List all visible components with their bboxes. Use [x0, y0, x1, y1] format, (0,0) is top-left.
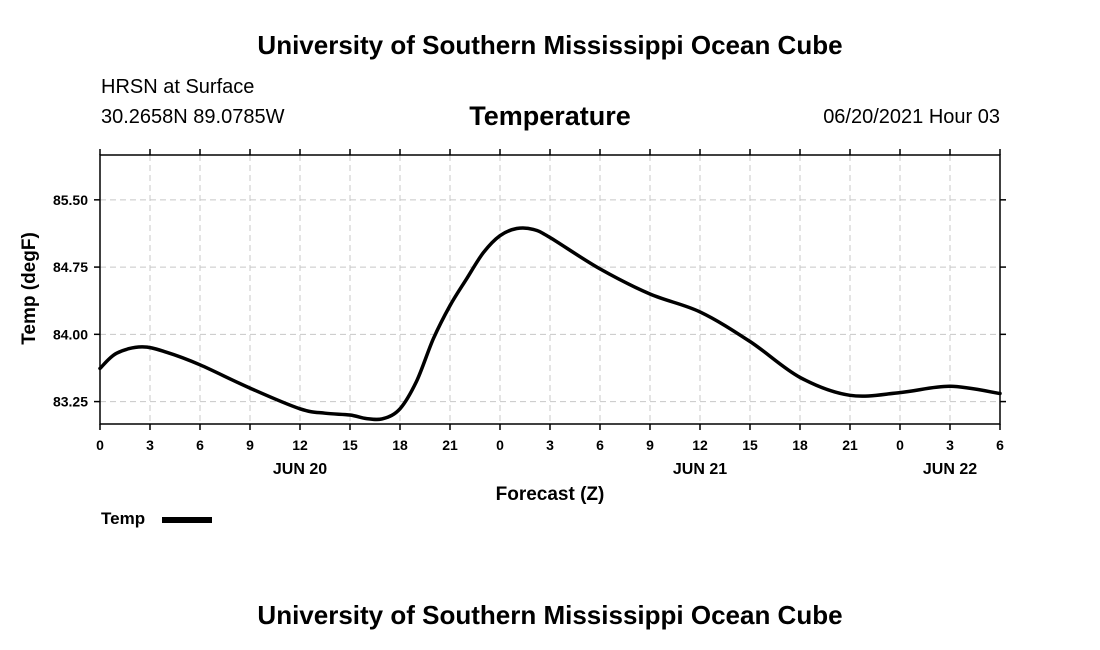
y-tick-label: 85.50: [53, 192, 88, 208]
temperature-chart: 0 3 6 9 12 15 18 21 0 3 6 9 12 15 18 21 0 3 6 JUN 20 JUN 21 J…: [19, 149, 1006, 505]
x-tick-label: 3: [146, 437, 154, 453]
x-day-label: JUN 21: [673, 461, 727, 478]
x-tick-label: 6: [596, 437, 604, 453]
x-tick-label: 15: [342, 437, 358, 453]
y-tick-label: 84.00: [53, 326, 88, 342]
footer-title: University of Southern Mississippi Ocean…: [257, 600, 843, 630]
y-tick-label: 84.75: [53, 259, 88, 275]
x-tick-label: 21: [442, 437, 458, 453]
plot-frame: [99, 154, 1001, 425]
legend-swatch: [162, 517, 212, 523]
y-axis-label: Temp (degF): [19, 232, 40, 345]
x-tick-label: 0: [896, 437, 904, 453]
x-tick-label: 0: [96, 437, 104, 453]
x-tick-label: 21: [842, 437, 858, 453]
station-coordinates: 30.2658N 89.0785W: [101, 106, 285, 128]
x-axis-label: Forecast (Z): [496, 484, 605, 505]
x-tick-label: 3: [946, 437, 954, 453]
x-tick-label: 12: [692, 437, 708, 453]
station-label: HRSN at Surface: [101, 76, 255, 98]
x-day-label: JUN 20: [273, 461, 327, 478]
x-day-label: JUN 22: [923, 461, 977, 478]
series-line-temp: [98, 226, 1002, 422]
chart-title: Temperature: [469, 101, 631, 131]
x-tick-label: 9: [646, 437, 654, 453]
x-tick-label: 6: [196, 437, 204, 453]
page-title: University of Southern Mississippi Ocean…: [257, 30, 843, 60]
x-tick-label: 0: [496, 437, 504, 453]
x-tick-label: 18: [392, 437, 408, 453]
x-tick-label: 18: [792, 437, 808, 453]
x-tick-label: 6: [996, 437, 1004, 453]
x-tick-label: 15: [742, 437, 758, 453]
legend-label: Temp: [101, 509, 146, 528]
x-tick-label: 12: [292, 437, 308, 453]
forecast-datetime: 06/20/2021 Hour 03: [823, 106, 1000, 128]
x-tick-label: 9: [246, 437, 254, 453]
y-tick-label: 83.25: [53, 394, 88, 410]
x-tick-label: 3: [546, 437, 554, 453]
